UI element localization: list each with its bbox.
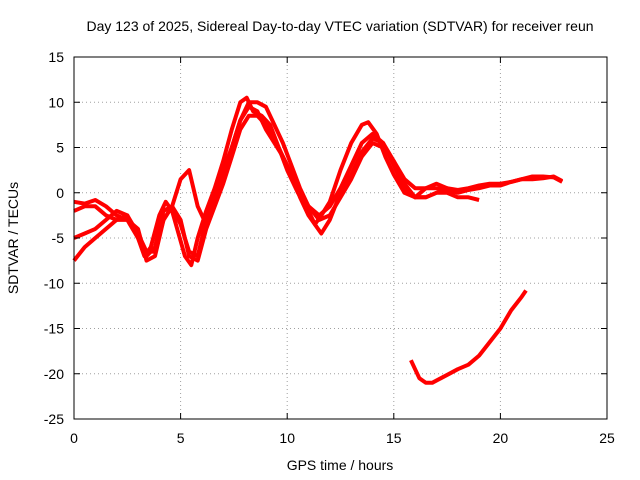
axis-ticks: 0 5 10 15 20 25 -25 -20 -15 -10 -5 0 5 10 15 bbox=[44, 49, 615, 446]
y-tick-label: -20 bbox=[44, 366, 64, 382]
series-line-track-5 bbox=[409, 289, 528, 385]
series-layer bbox=[72, 95, 564, 385]
x-tick-label: 10 bbox=[279, 430, 295, 446]
x-tick-label: 5 bbox=[177, 430, 185, 446]
x-axis-title: GPS time / hours bbox=[287, 457, 394, 473]
x-tick-label: 15 bbox=[386, 430, 402, 446]
y-tick-label: 10 bbox=[48, 94, 64, 110]
y-tick-label: -25 bbox=[44, 411, 64, 427]
series-line-track-2 bbox=[73, 104, 480, 263]
y-axis-title: SDTVAR / TECUs bbox=[5, 182, 21, 294]
y-tick-label: -15 bbox=[44, 321, 64, 337]
y-tick-label: -5 bbox=[52, 230, 65, 246]
y-tick-label: 0 bbox=[56, 185, 64, 201]
chart-title: Day 123 of 2025, Sidereal Day-to-day VTE… bbox=[86, 18, 593, 34]
series-line-track-4 bbox=[72, 100, 564, 262]
y-tick-label: 5 bbox=[56, 140, 64, 156]
y-tick-label: -10 bbox=[44, 275, 64, 291]
x-tick-label: 25 bbox=[599, 430, 615, 446]
x-tick-label: 0 bbox=[70, 430, 78, 446]
x-tick-label: 20 bbox=[493, 430, 509, 446]
grid bbox=[74, 57, 607, 419]
y-tick-label: 15 bbox=[48, 49, 64, 65]
